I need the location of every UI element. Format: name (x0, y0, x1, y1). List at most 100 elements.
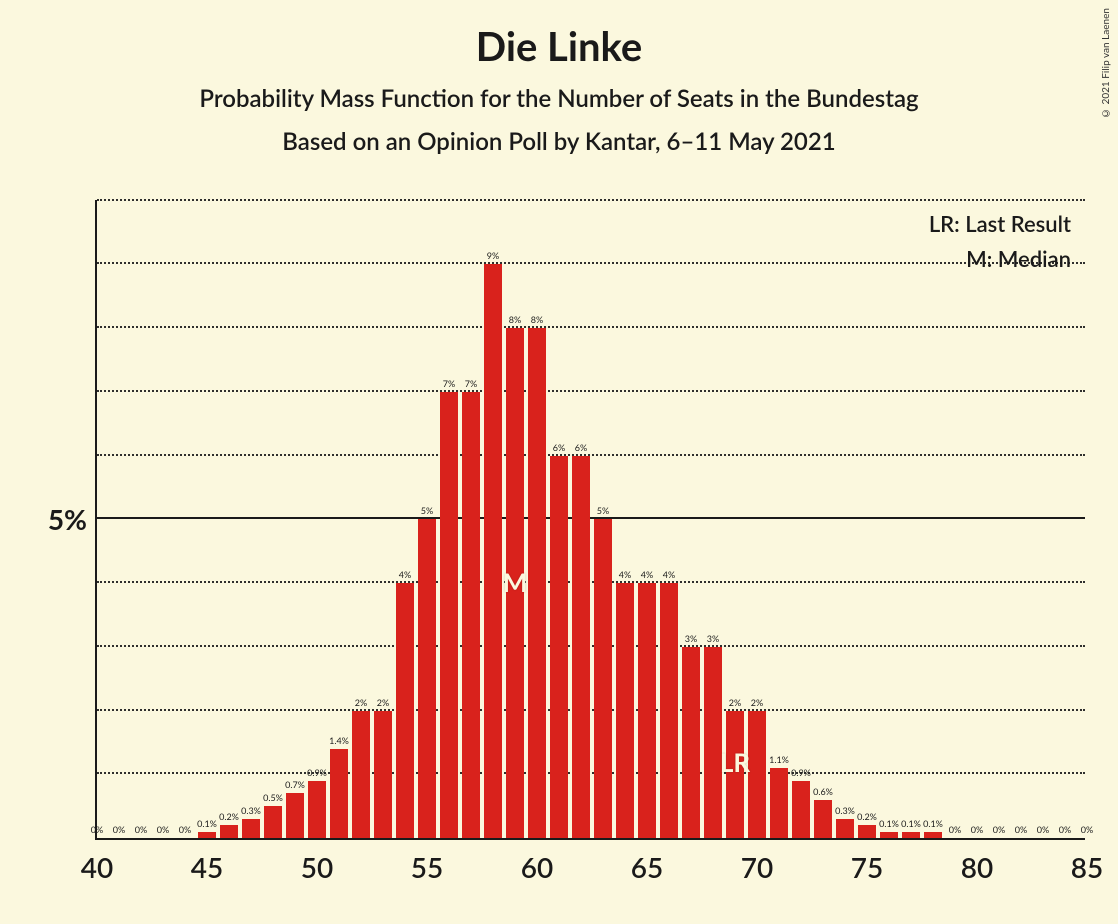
bar-value-label: 0.5% (263, 792, 283, 803)
bar (418, 519, 437, 838)
bar-value-label: 0% (135, 824, 147, 835)
bar-value-label: 5% (597, 505, 609, 516)
bar (374, 711, 393, 839)
bar-value-label: 0.3% (241, 805, 261, 816)
gridline-minor (97, 199, 1085, 201)
bar-value-label: 0% (1037, 824, 1049, 835)
gridline-major (97, 517, 1085, 519)
bar-value-label: 0% (113, 824, 125, 835)
bar (572, 456, 591, 839)
bar-value-label: 0% (1015, 824, 1027, 835)
x-axis-tick-label: 50 (301, 850, 333, 884)
copyright-text: © 2021 Filip van Laenen (1100, 8, 1112, 119)
gridline-minor (97, 454, 1085, 456)
bar-value-label: 2% (729, 697, 741, 708)
bar-value-label: 4% (663, 569, 675, 580)
bar-value-label: 7% (443, 378, 455, 389)
gridline-minor (97, 709, 1085, 711)
legend-m: M: Median (929, 241, 1071, 276)
gridline-minor (97, 326, 1085, 328)
bar (814, 800, 833, 838)
bar-value-label: 0% (157, 824, 169, 835)
bar (308, 781, 327, 838)
bar (462, 392, 481, 838)
bar-value-label: 3% (707, 633, 719, 644)
bar (528, 328, 547, 838)
bar-value-label: 6% (553, 442, 565, 453)
bar (682, 647, 701, 838)
bar-value-label: 0% (1059, 824, 1071, 835)
bar-value-label: 2% (377, 697, 389, 708)
bar (352, 711, 371, 839)
gridline-minor (97, 262, 1085, 264)
plot-region: LR: Last Result M: Median 5% 0% 0% 0% 0% 0% 0.… (95, 200, 1085, 840)
bar-value-label: 0.3% (835, 805, 855, 816)
bar (770, 768, 789, 838)
bar (748, 711, 767, 839)
bar-value-label: 9% (487, 250, 499, 261)
bar-value-label: 3% (685, 633, 697, 644)
chart-title: Die Linke (0, 0, 1118, 70)
legend-lr: LR: Last Result (929, 206, 1071, 241)
x-axis-tick-label: 60 (521, 850, 553, 884)
gridline-minor (97, 772, 1085, 774)
bar (792, 781, 811, 838)
bar (264, 806, 283, 838)
x-axis-tick-label: 70 (741, 850, 773, 884)
bar (594, 519, 613, 838)
gridline-minor (97, 390, 1085, 392)
bar (396, 583, 415, 838)
bar-value-label: 0.6% (813, 786, 833, 797)
bar-value-label: 0.1% (197, 818, 217, 829)
x-axis-tick-label: 75 (851, 850, 883, 884)
gridline-minor (97, 645, 1085, 647)
bar-value-label: 0.9% (307, 767, 327, 778)
bar (836, 819, 855, 838)
gridline-minor (97, 581, 1085, 583)
bar-value-label: 0.9% (791, 767, 811, 778)
bar (858, 825, 877, 838)
bar-value-label: 0.7% (285, 779, 305, 790)
x-axis-tick-label: 55 (411, 850, 443, 884)
bar-value-label: 6% (575, 442, 587, 453)
bar (220, 825, 239, 838)
median-marker: M (503, 566, 528, 598)
x-axis-tick-label: 85 (1071, 850, 1103, 884)
bar (286, 793, 305, 838)
bar (616, 583, 635, 838)
last-result-marker: LR (720, 746, 750, 778)
bar (880, 832, 899, 838)
bar (440, 392, 459, 838)
bar (550, 456, 569, 839)
bar-value-label: 4% (641, 569, 653, 580)
bar-value-label: 0% (949, 824, 961, 835)
bar-value-label: 1.4% (329, 735, 349, 746)
bar-value-label: 0.1% (879, 818, 899, 829)
y-axis-label: 5% (27, 502, 87, 536)
bar-value-label: 8% (509, 314, 521, 325)
bar-value-label: 2% (355, 697, 367, 708)
bar (484, 264, 503, 838)
bar-value-label: 0.1% (923, 818, 943, 829)
bar-value-label: 0% (91, 824, 103, 835)
x-axis-tick-label: 80 (961, 850, 993, 884)
bar-value-label: 4% (399, 569, 411, 580)
bar (704, 647, 723, 838)
chart-subtitle-2: Based on an Opinion Poll by Kantar, 6–11… (0, 127, 1118, 156)
chart-subtitle-1: Probability Mass Function for the Number… (0, 84, 1118, 113)
bar-value-label: 2% (751, 697, 763, 708)
bar-value-label: 5% (421, 505, 433, 516)
bar-value-label: 0.2% (219, 811, 239, 822)
bar (242, 819, 261, 838)
bar (638, 583, 657, 838)
bar-value-label: 1.1% (769, 754, 789, 765)
bar-value-label: 8% (531, 314, 543, 325)
bar (660, 583, 679, 838)
legend: LR: Last Result M: Median (929, 206, 1071, 276)
bar-value-label: 0% (993, 824, 1005, 835)
x-axis-tick-label: 65 (631, 850, 663, 884)
bar (902, 832, 921, 838)
bar-value-label: 0% (971, 824, 983, 835)
bar-value-label: 0% (1081, 824, 1093, 835)
bar-value-label: 0.2% (857, 811, 877, 822)
